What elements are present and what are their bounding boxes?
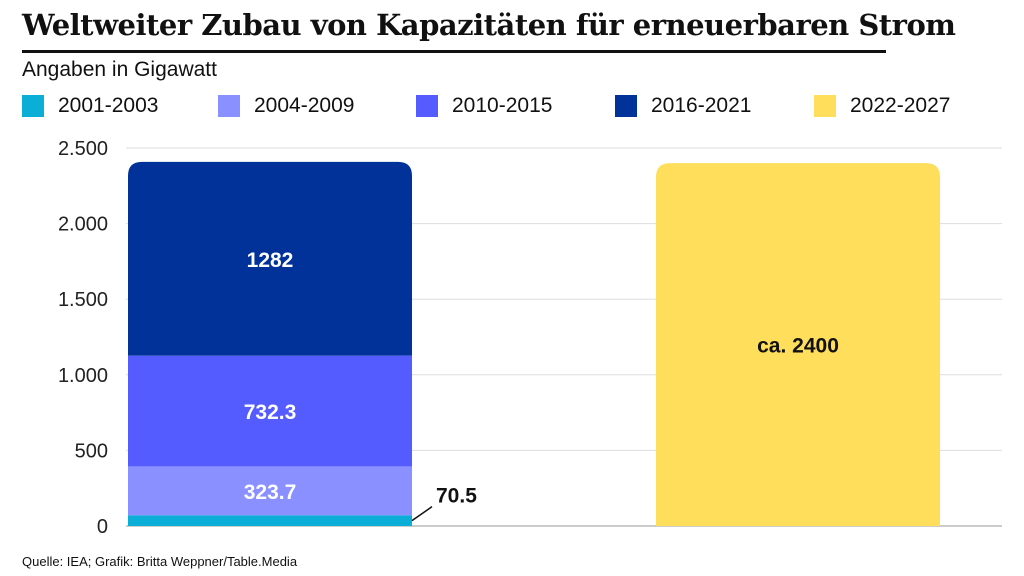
legend-label: 2022-2027 [850, 94, 951, 117]
data-label: 323.7 [244, 481, 297, 504]
legend-swatch [218, 95, 240, 117]
legend: 2001-2003 2004-2009 2010-2015 2016-2021 … [22, 94, 1012, 120]
bar-segment [128, 466, 412, 516]
legend-item-2004-2009: 2004-2009 [218, 94, 354, 118]
y-tick-label: 2.000 [58, 214, 108, 236]
legend-item-2010-2015: 2010-2015 [416, 94, 552, 118]
legend-swatch [615, 95, 637, 117]
legend-label: 2004-2009 [254, 94, 355, 117]
legend-swatch [814, 95, 836, 117]
legend-item-2016-2021: 2016-2021 [615, 94, 751, 118]
y-tick-label: 2.500 [58, 138, 108, 160]
leader-line [411, 506, 433, 522]
legend-item-2001-2003: 2001-2003 [22, 94, 158, 118]
data-label: 732.3 [244, 401, 297, 424]
legend-swatch [22, 95, 44, 117]
bar-segment [128, 355, 412, 467]
bar-segment [656, 163, 940, 526]
data-label: 70.5 [436, 485, 477, 508]
legend-swatch [416, 95, 438, 117]
data-label: ca. 2400 [757, 335, 839, 358]
y-tick-label: 1.000 [58, 365, 108, 387]
data-label: 1282 [247, 249, 294, 272]
legend-item-2022-2027: 2022-2027 [814, 94, 950, 118]
source-note: Quelle: IEA; Grafik: Britta Weppner/Tabl… [22, 554, 298, 569]
chart-subtitle: Angaben in Gigawatt [22, 58, 217, 81]
y-tick-label: 500 [75, 440, 108, 462]
chart-title: Weltweiter Zubau von Kapazitäten für ern… [22, 8, 956, 42]
y-tick-label: 1.500 [58, 289, 108, 311]
legend-label: 2010-2015 [452, 94, 553, 117]
y-tick-label: 0 [97, 516, 108, 538]
title-underline [22, 50, 886, 53]
bar-segment [128, 515, 412, 526]
bar-segment [128, 161, 412, 356]
legend-label: 2001-2003 [58, 94, 159, 117]
legend-label: 2016-2021 [651, 94, 752, 117]
